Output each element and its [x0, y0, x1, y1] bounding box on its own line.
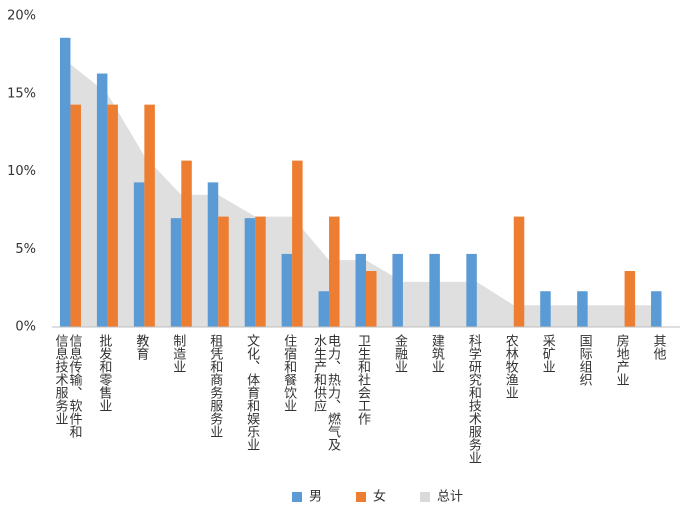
- bar: [624, 271, 636, 327]
- x-tick-label: 租凭和商务服务业: [207, 334, 223, 438]
- bar: [144, 104, 155, 327]
- legend-label: 总计: [437, 490, 463, 505]
- x-tick-label: 住宿和餐饮业: [281, 334, 297, 412]
- x-tick-label: 科学研究和技术服务业: [465, 334, 481, 464]
- bar: [59, 37, 71, 328]
- bar: [513, 216, 525, 327]
- bar: [218, 216, 229, 327]
- bar: [577, 291, 588, 327]
- bar: [207, 182, 219, 327]
- x-tick-label: 制造业: [170, 334, 186, 373]
- bar: [181, 160, 192, 327]
- bar: [292, 160, 303, 327]
- legend-label: 男: [309, 490, 322, 505]
- x-tick-label: 房地产业: [613, 334, 629, 386]
- bar: [96, 73, 108, 327]
- bar: [540, 291, 551, 327]
- x-tick-label: 电力、热力、燃气及 水生产和供应: [311, 334, 341, 451]
- bar: [651, 291, 662, 327]
- bar: [170, 218, 182, 327]
- x-tick-label: 建筑业: [428, 334, 444, 373]
- x-tick-label: 文化、体育和娱乐业: [244, 334, 260, 451]
- bar: [429, 253, 440, 327]
- bar: [244, 218, 256, 327]
- y-tick-label: 15%: [7, 86, 36, 101]
- x-tick-label: 国际组织: [576, 334, 592, 386]
- bar: [70, 104, 81, 327]
- bar: [318, 291, 330, 327]
- bar: [133, 182, 145, 327]
- bar: [392, 253, 403, 327]
- bar: [255, 216, 266, 327]
- x-tick-label: 信息传输、软件和 信息技术服务业: [52, 334, 82, 438]
- x-tick-label: 农林牧渔业: [502, 334, 518, 399]
- x-tick-label: 批发和零售业: [96, 334, 112, 412]
- y-tick-label: 10%: [7, 164, 36, 179]
- legend-label: 女: [373, 489, 386, 505]
- bar: [466, 253, 477, 327]
- y-tick-label: 5%: [15, 242, 36, 257]
- x-tick-label: 卫生和社会工作: [355, 334, 370, 425]
- bar: [366, 271, 377, 327]
- bar: [329, 216, 340, 327]
- bar: [355, 253, 366, 327]
- bar: [107, 104, 118, 327]
- x-tick-label: 金融业: [391, 334, 407, 373]
- x-tick-label: 教育: [133, 334, 149, 360]
- x-tick-label: 采矿业: [539, 334, 555, 373]
- x-tick-label: 其他: [650, 334, 666, 360]
- legend-swatch: [292, 492, 302, 502]
- legend-swatch: [356, 492, 367, 502]
- bar: [281, 253, 293, 327]
- legend-swatch: [420, 492, 431, 502]
- y-tick-label: 20%: [7, 9, 36, 24]
- y-tick-label: 0%: [15, 320, 36, 335]
